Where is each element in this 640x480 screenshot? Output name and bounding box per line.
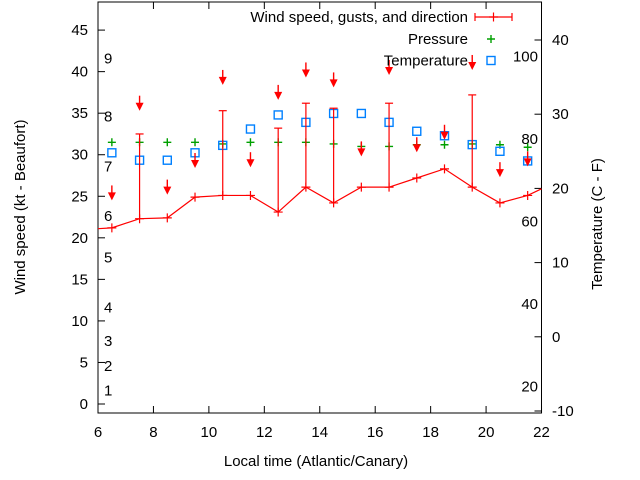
pressure-point [246, 138, 255, 147]
wind-point-marker [412, 173, 422, 183]
y-right-tick-label: 20 [552, 180, 569, 197]
direction-arrow-head [468, 61, 477, 70]
x-axis-title: Local time (Atlantic/Canary) [224, 453, 408, 470]
pressure-point [523, 143, 532, 152]
temperature-point [356, 108, 367, 119]
y-left-tick-label: 25 [71, 188, 88, 205]
legend-wind-sample [489, 12, 498, 22]
beaufort-label: 8 [104, 108, 112, 125]
y-left-tick-label: 30 [71, 147, 88, 164]
wind-point-marker [495, 198, 505, 208]
y-right-tick-label: 30 [552, 106, 569, 123]
direction-arrow-head [329, 79, 338, 88]
legend-label: Temperature [384, 53, 468, 70]
direction-arrow-head [440, 131, 449, 140]
direction-arrow-head [385, 66, 394, 75]
direction-arrow-head [135, 102, 144, 111]
y-right-tick-label: 40 [552, 32, 569, 49]
fahrenheit-label: 80 [521, 131, 538, 148]
temperature-point [107, 148, 117, 158]
temperature-point [273, 110, 283, 120]
wind-point-marker [440, 164, 449, 174]
wind-point-marker [190, 192, 200, 202]
y-left-tick-label: 35 [71, 105, 88, 122]
wind-speed-line [97, 168, 542, 230]
x-tick-label: 8 [149, 424, 157, 441]
y-left-tick-label: 45 [71, 22, 88, 39]
wind-point-marker [356, 182, 366, 192]
beaufort-label: 5 [104, 250, 112, 267]
x-tick-label: 20 [478, 424, 495, 441]
wind-point-marker [245, 190, 255, 200]
direction-arrow-head [523, 158, 532, 167]
fahrenheit-label: 20 [521, 378, 538, 395]
wind-point-marker [523, 190, 533, 200]
beaufort-label: 9 [104, 50, 112, 67]
y-left-tick-label: 5 [80, 354, 88, 371]
fahrenheit-label: 100 [513, 48, 538, 65]
wind-point-marker [162, 213, 172, 223]
y-right-tick-label: 0 [552, 329, 560, 346]
x-tick-label: 14 [311, 424, 328, 441]
temperature-point [412, 126, 422, 136]
direction-arrow-head [412, 144, 421, 153]
y-left-axis-title: Wind speed (kt - Beaufort) [12, 119, 29, 294]
x-tick-label: 22 [533, 424, 550, 441]
x-tick-label: 10 [201, 424, 218, 441]
direction-arrow-head [274, 91, 283, 100]
direction-arrow-head [357, 148, 366, 157]
legend-label: Wind speed, gusts, and direction [250, 9, 468, 26]
beaufort-label: 3 [104, 333, 112, 350]
temperature-point [495, 146, 505, 157]
y-left-tick-label: 20 [71, 230, 88, 247]
y-right-axis-title: Temperature (C - F) [589, 158, 606, 290]
y-left-tick-label: 0 [80, 396, 88, 413]
beaufort-label: 4 [104, 300, 112, 317]
pressure-point [440, 140, 449, 149]
direction-arrow-head [218, 76, 227, 85]
beaufort-label: 2 [104, 358, 112, 375]
y-right-tick-label: 10 [552, 255, 569, 272]
pressure-point [163, 138, 172, 147]
legend-label: Pressure [408, 31, 468, 48]
beaufort-label: 6 [104, 208, 112, 225]
fahrenheit-label: 60 [521, 213, 538, 230]
direction-arrow-head [495, 169, 504, 178]
pressure-point [191, 138, 200, 147]
x-tick-label: 18 [422, 424, 439, 441]
fahrenheit-label: 40 [521, 296, 538, 313]
y-left-tick-label: 10 [71, 313, 88, 330]
legend-temperature-sample [486, 55, 496, 66]
temperature-point [245, 124, 256, 134]
pressure-point [107, 138, 116, 147]
beaufort-label: 7 [104, 158, 112, 175]
y-right-tick-label: -10 [552, 403, 574, 420]
direction-arrow-head [163, 186, 172, 195]
direction-arrow-head [301, 69, 310, 78]
wind-point-marker [107, 223, 117, 233]
legend-pressure-sample [487, 35, 495, 43]
beaufort-label: 1 [104, 383, 112, 400]
x-tick-label: 16 [367, 424, 384, 441]
x-tick-label: 6 [94, 424, 102, 441]
direction-arrow-head [107, 192, 116, 201]
direction-arrow-head [191, 160, 200, 169]
direction-arrow-head [246, 159, 255, 168]
y-left-tick-label: 15 [71, 271, 88, 288]
temperature-point [162, 155, 173, 165]
y-left-tick-label: 40 [71, 64, 88, 81]
x-tick-label: 12 [256, 424, 273, 441]
